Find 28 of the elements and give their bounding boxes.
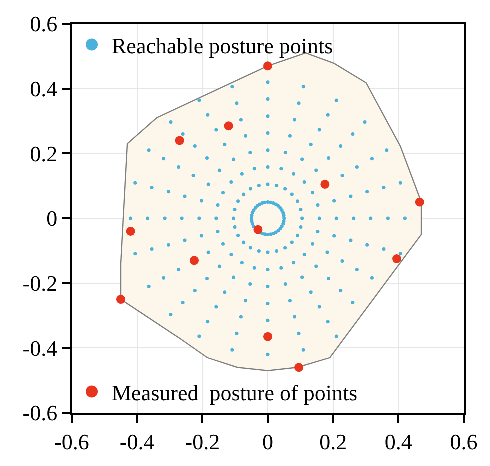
y-tick-label: 0 [46,206,58,232]
point [116,295,126,304]
x-tick-label: 0.6 [450,429,478,454]
y-tick-label: 0.6 [30,12,58,37]
x-tick-label: -0.6 [54,429,90,454]
y-tick-label: 0.4 [30,76,58,102]
y-tick-label: -0.2 [22,271,58,296]
point [415,198,424,207]
point [320,180,330,189]
x-tick-label: 0 [262,429,274,454]
point [190,256,199,266]
point [264,332,272,342]
point [175,136,184,146]
point [392,254,402,264]
y-tick-label: -0.6 [22,400,58,426]
x-tick-label: -0.4 [120,429,155,454]
legend-label: Measured posture of points [112,380,358,406]
point [126,226,136,236]
point [294,363,304,372]
y-tick-label: -0.4 [22,336,58,361]
point [264,62,272,71]
legend-label: Reachable posture points [112,33,334,58]
x-tick-label: -0.2 [185,429,220,454]
x-tick-label: 0.4 [384,429,412,454]
point [254,225,263,234]
point [224,122,234,131]
x-tick-label: 0.2 [320,429,348,454]
y-tick-label: 0.2 [30,141,58,166]
